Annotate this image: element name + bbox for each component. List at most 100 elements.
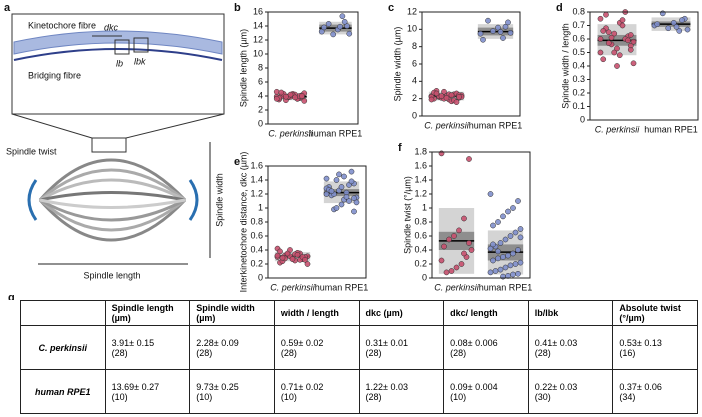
data-point (443, 94, 450, 101)
summary-table: Spindle length (µm) Spindle width (µm) wid… (20, 300, 698, 414)
data-point (619, 17, 626, 23)
value-cell: 9.73± 0.25 (10) (189, 369, 275, 414)
data-point (497, 29, 504, 35)
y-tick-label: 0.4 (250, 244, 263, 254)
y-tick-label: 4 (412, 76, 417, 86)
label: dkc (104, 22, 119, 32)
data-point (654, 21, 661, 27)
data-point (600, 56, 607, 63)
twist-arrow (188, 179, 199, 221)
x-tick-label: human RPE1 (469, 120, 523, 130)
cell-line: 0.37± 0.06 (619, 381, 662, 392)
header-cell: lb/lbk (527, 300, 614, 326)
zoom-line (125, 113, 225, 139)
y-tick-label: 0.6 (572, 33, 585, 43)
kinetochore-fibre (13, 30, 223, 55)
plot-frame (267, 165, 367, 279)
y-tick-label: 0.8 (572, 6, 585, 16)
y-tick-label: 0 (412, 110, 417, 120)
y-axis-label: Spindle twist (°/µm) (402, 176, 412, 254)
data-point (453, 264, 460, 271)
y-tick-label: 1.4 (250, 174, 263, 184)
bridging-fibre (13, 48, 223, 61)
data-point (453, 99, 460, 105)
y-tick-label: 1.4 (414, 174, 427, 184)
data-point (597, 15, 604, 22)
data-point (517, 259, 524, 266)
cell-line: (34) (619, 391, 636, 402)
y-tick-label: 0.2 (250, 258, 263, 268)
data-point (301, 98, 308, 104)
data-point (343, 193, 350, 200)
y-axis-label: Spindle length (µm) (238, 29, 248, 107)
data-point (428, 96, 435, 103)
data-point (510, 271, 516, 278)
cell-line: 0.31± 0.01 (365, 337, 408, 348)
cell-line: 3.91± 0.15 (111, 337, 155, 348)
data-point (438, 93, 445, 99)
x-tick-label: C. perkinsii (270, 282, 316, 292)
data-point (505, 252, 511, 259)
data-point (600, 28, 607, 34)
data-point (507, 233, 514, 239)
data-point (333, 205, 340, 211)
cell-line: (10) (280, 391, 297, 402)
y-tick-label: 0 (258, 118, 263, 128)
y-tick-label: 16 (253, 6, 263, 16)
twist-arrow (27, 179, 38, 221)
zoom-box (91, 137, 127, 153)
y-tick-label: 1.6 (414, 160, 427, 170)
y-axis-label: Interkinetochore distance, dkc (µm) (238, 152, 248, 293)
data-point (461, 250, 467, 257)
data-point (279, 254, 286, 261)
data-point (451, 233, 457, 239)
data-point (287, 91, 294, 98)
x-tick-label: C. perkinsii (595, 124, 641, 134)
data-point (497, 266, 504, 273)
data-point (497, 240, 504, 246)
y-tick-label: 10 (407, 24, 417, 34)
cell-line: (10) (450, 391, 467, 402)
cell-line: 0.53± 0.13 (619, 337, 662, 348)
data-point (500, 254, 506, 260)
row-label: human RPE1 (20, 369, 106, 414)
cell-line: 0.71± 0.02 (280, 381, 324, 392)
plot-frame (421, 11, 521, 117)
data-point (611, 30, 618, 37)
y-tick-label: 1.2 (250, 188, 263, 198)
data-point (630, 38, 637, 45)
data-point (495, 248, 501, 255)
data-point (338, 184, 345, 190)
data-point (597, 36, 604, 42)
data-point (299, 93, 305, 99)
data-point (273, 95, 280, 102)
data-point (448, 92, 455, 99)
table-row: human RPE1 13.69± 0.27 (10) 9.73± 0.25 (10) 0… (20, 369, 698, 414)
label: Kinetochore fibre (28, 20, 96, 30)
data-point (353, 199, 360, 206)
data-point (597, 49, 604, 56)
data-point (490, 257, 496, 264)
data-point (490, 28, 496, 34)
data-point (351, 208, 357, 215)
data-point (603, 11, 609, 18)
label: lb (116, 58, 123, 68)
data-point (330, 31, 337, 38)
cell-line: (28) (450, 347, 467, 358)
data-point (348, 168, 355, 175)
data-point (517, 234, 524, 241)
header-cell: dkc/ length (443, 300, 529, 326)
data-point (505, 208, 511, 215)
data-point (273, 88, 280, 95)
x-tick-label: C. perkinsii (434, 282, 480, 292)
data-point (630, 60, 637, 67)
y-tick-label: 0 (580, 114, 585, 124)
y-tick-label: 0.4 (414, 244, 427, 254)
y-axis-label: Spindle width (µm) (392, 27, 402, 102)
data-point (443, 269, 450, 276)
data-point (502, 264, 509, 271)
data-point (676, 28, 683, 34)
data-point (466, 156, 472, 162)
y-tick-label: 1.2 (414, 188, 427, 198)
header-cell: Spindle width (µm) (189, 300, 275, 326)
